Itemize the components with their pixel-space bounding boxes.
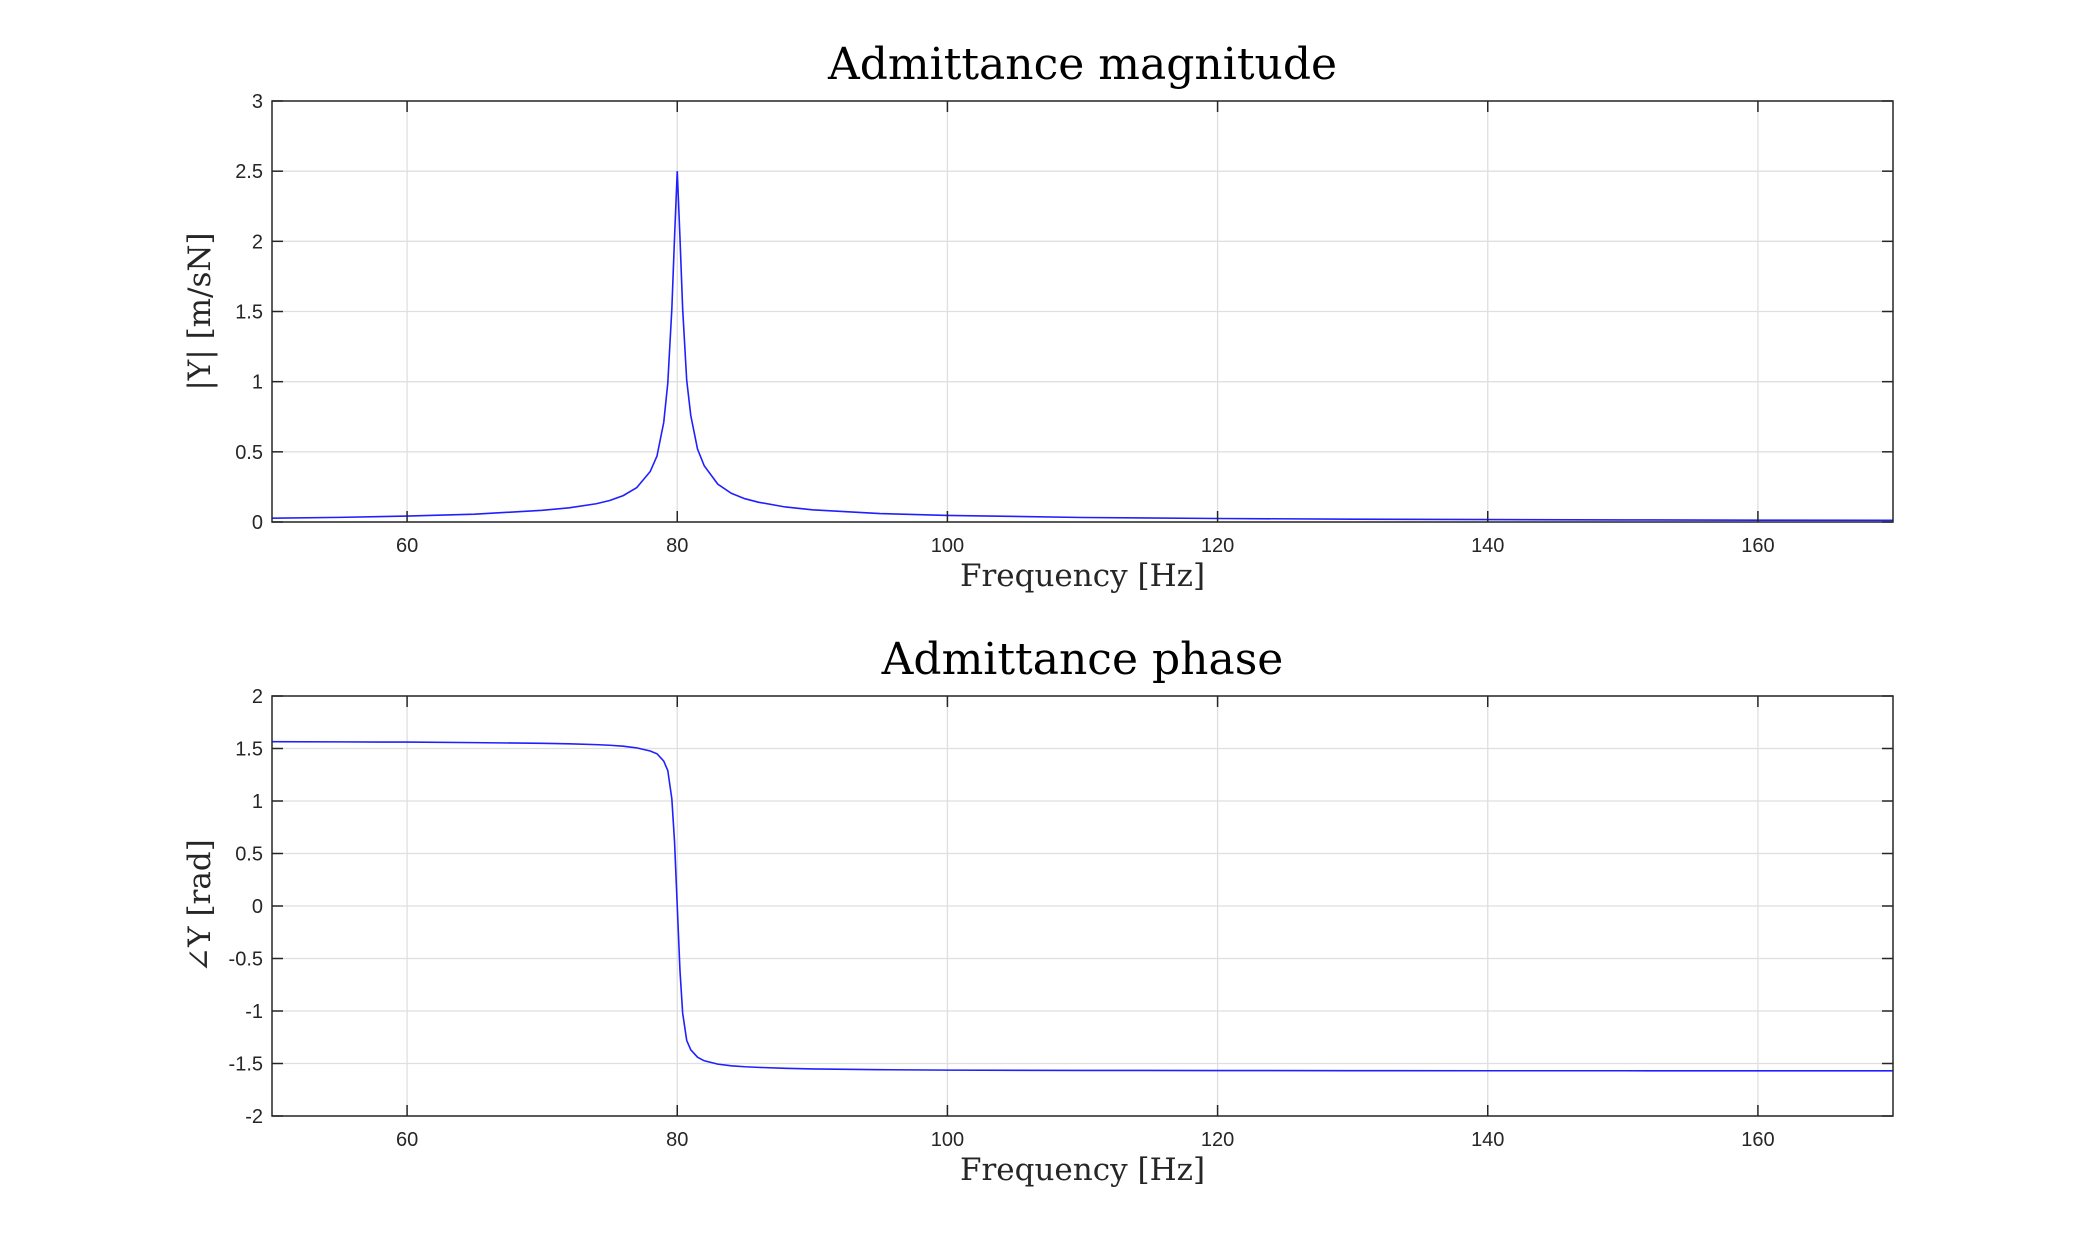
phase-y-tick-label-8: 2 — [252, 686, 263, 708]
phase-y-tick-label-3: -0.5 — [229, 949, 263, 971]
magnitude-chart: Admittance magnitude Frequency [Hz] |Y| … — [182, 39, 1894, 594]
magnitude-y-tick-label-4: 2 — [252, 231, 263, 253]
magnitude-series-line-0 — [271, 171, 1894, 522]
magnitude-y-tick-label-0: 0 — [252, 512, 263, 534]
phase-y-tick-label-7: 1.5 — [235, 739, 263, 761]
phase-series-line-0 — [271, 740, 1893, 1072]
magnitude-x-axis-label: Frequency [Hz] — [960, 558, 1205, 594]
phase-y-tick-label-2: -1 — [245, 1001, 263, 1023]
phase-grid — [272, 695, 1893, 1117]
magnitude-chart-title: Admittance magnitude — [827, 39, 1337, 90]
phase-y-tick-label-1: -1.5 — [229, 1054, 263, 1076]
magnitude-y-tick-label-3: 1.5 — [235, 302, 263, 324]
phase-ticks: 60 80 100 120 140 160 -2 -1.5 -1 -0.5 0 0.5 1 1.5 2 — [229, 686, 1893, 1151]
magnitude-x-tick-label-3: 120 — [1201, 535, 1234, 557]
phase-chart: Admittance phase Frequency [Hz] ∠Y [rad]… — [182, 634, 1894, 1188]
magnitude-y-tick-label-1: 0.5 — [235, 442, 263, 464]
magnitude-x-tick-label-1: 80 — [666, 535, 688, 557]
magnitude-series — [271, 171, 1894, 522]
magnitude-y-tick-label-5: 2.5 — [235, 161, 263, 183]
phase-y-tick-label-4: 0 — [252, 896, 263, 918]
phase-x-axis-label: Frequency [Hz] — [960, 1152, 1205, 1188]
phase-series — [271, 740, 1893, 1072]
magnitude-x-tick-label-0: 60 — [396, 535, 418, 557]
magnitude-y-axis-label: |Y| [m/sN] — [182, 232, 218, 390]
magnitude-grid — [272, 100, 1893, 523]
magnitude-x-tick-label-2: 100 — [931, 535, 964, 557]
phase-y-tick-label-6: 1 — [252, 791, 263, 813]
magnitude-y-tick-label-2: 1 — [252, 372, 263, 394]
magnitude-x-tick-label-5: 160 — [1741, 535, 1774, 557]
phase-x-tick-label-5: 160 — [1741, 1129, 1774, 1151]
phase-y-tick-label-0: -2 — [245, 1106, 263, 1128]
phase-x-tick-label-3: 120 — [1201, 1129, 1234, 1151]
phase-y-axis-label: ∠Y [rad] — [182, 839, 218, 973]
phase-x-tick-label-4: 140 — [1471, 1129, 1504, 1151]
phase-x-tick-label-1: 80 — [666, 1129, 688, 1151]
phase-x-tick-label-2: 100 — [931, 1129, 964, 1151]
phase-x-tick-label-0: 60 — [396, 1129, 418, 1151]
magnitude-y-tick-label-6: 3 — [252, 91, 263, 113]
phase-y-tick-label-5: 0.5 — [235, 844, 263, 866]
phase-chart-title: Admittance phase — [881, 634, 1284, 685]
magnitude-ticks: 60 80 100 120 140 160 0 0.5 1 1.5 2 2.5 3 — [235, 91, 1893, 557]
magnitude-x-tick-label-4: 140 — [1471, 535, 1504, 557]
